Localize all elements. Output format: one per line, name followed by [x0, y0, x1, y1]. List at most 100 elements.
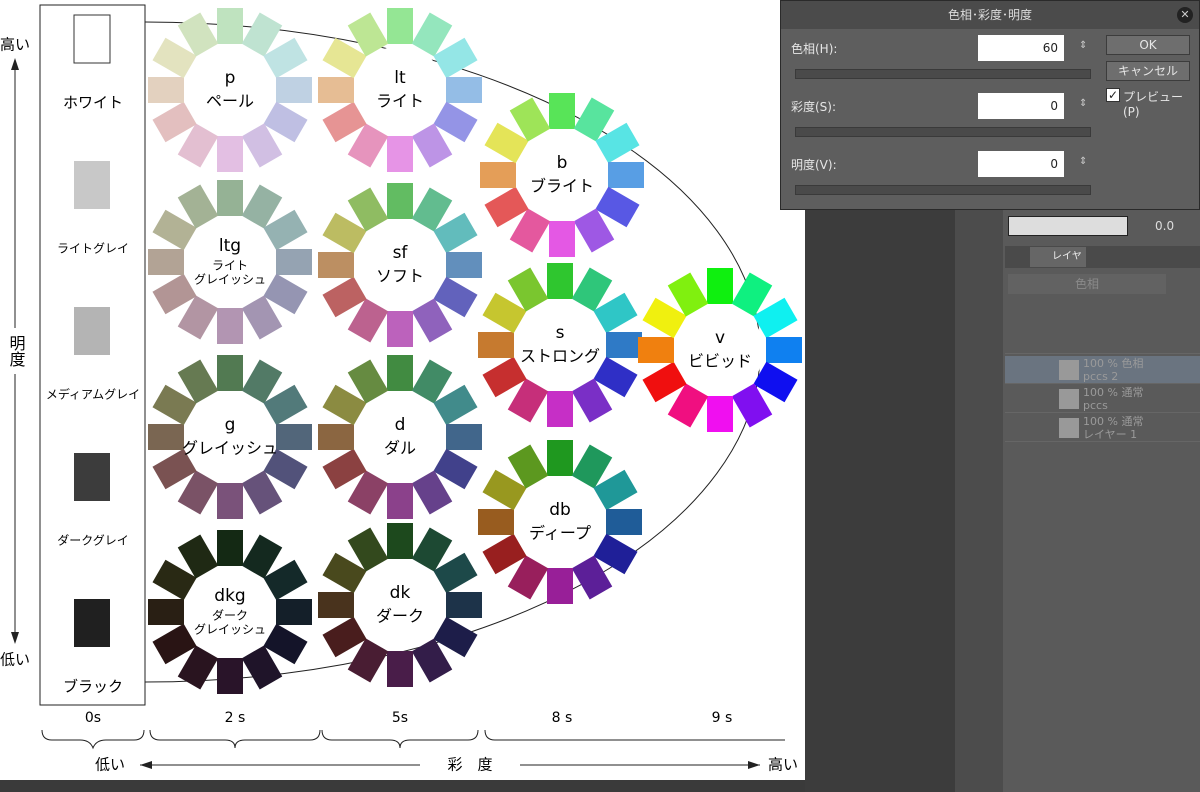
hue-swatch: [507, 378, 549, 423]
layer-mode: 100 % 通常: [1083, 415, 1144, 428]
hue-swatch: [707, 396, 733, 432]
hue-swatch: [217, 8, 243, 44]
tone-wheel: g グレイッシュ: [148, 355, 312, 519]
tone-name: グレイッシュ: [194, 273, 266, 287]
hue-swatch: [595, 186, 640, 228]
grey-label: ライトグレイ: [57, 242, 129, 256]
hue-swatch: [217, 483, 243, 519]
hue-swatch: [387, 183, 413, 219]
hue-swatch: [482, 356, 527, 398]
hue-swatch: [318, 77, 354, 103]
tone-name: ディープ: [529, 524, 591, 543]
spin[interactable]: ⇕: [1079, 156, 1088, 167]
tone-code: p: [225, 68, 236, 88]
close-button[interactable]: ✕: [1177, 7, 1193, 23]
hue-swatch: [433, 212, 478, 254]
hue-swatch: [478, 509, 514, 535]
hue-swatch: [322, 101, 367, 143]
hue-swatch: [322, 552, 367, 594]
tone-code: sf: [393, 243, 409, 263]
tone-name: ペール: [206, 92, 254, 111]
layer-tab[interactable]: レイヤー: [1030, 247, 1086, 282]
field-input[interactable]: 60: [978, 35, 1064, 61]
hue-swatch: [638, 337, 674, 363]
hue-swatch: [177, 12, 219, 57]
spin[interactable]: ⇕: [1079, 40, 1088, 51]
wheel-center: [516, 301, 604, 389]
field-slider[interactable]: [795, 185, 1091, 195]
hue-swatch: [606, 332, 642, 358]
cancel-button[interactable]: キャンセル: [1106, 61, 1190, 81]
layer-row[interactable]: 100 % 色相 pccs 2: [1005, 356, 1200, 384]
layer-mode: 100 % 通常: [1083, 386, 1144, 399]
lightness-label: 明度: [7, 335, 26, 367]
hue-swatch: [642, 361, 687, 403]
layer-tools: [1005, 298, 1200, 354]
hue-swatch: [571, 378, 613, 423]
grey-label: ブラック: [63, 678, 123, 696]
hue-swatch: [446, 77, 482, 103]
hue-swatch: [347, 359, 389, 404]
hue-swatch: [177, 359, 219, 404]
field-input[interactable]: 0: [978, 151, 1064, 177]
label-bg: [4, 328, 26, 374]
wheel-center: [356, 221, 444, 309]
hue-swatch: [241, 359, 283, 404]
column-label: 9 s: [712, 710, 733, 726]
grey-swatch: [73, 14, 111, 64]
hue-swatch: [263, 448, 308, 490]
layer-panel: [1003, 210, 1200, 792]
hue-swatch: [446, 592, 482, 618]
hue-swatch: [241, 295, 283, 340]
tone-name: ダーク: [376, 607, 424, 626]
layer-name: レイヤー 1: [1083, 428, 1138, 441]
hue-swatch: [387, 523, 413, 559]
hue-swatch: [241, 534, 283, 579]
tone-wheel: p ペール: [148, 8, 312, 172]
hue-swatch: [411, 527, 453, 572]
tone-name: ビビッド: [688, 352, 752, 371]
field-slider[interactable]: [795, 69, 1091, 79]
hue-swatch: [347, 187, 389, 232]
spin[interactable]: ⇕: [1079, 98, 1088, 109]
hue-swatch: [482, 533, 527, 575]
ok-button[interactable]: OK: [1106, 35, 1190, 55]
wheel-center: [356, 561, 444, 649]
hue-swatch: [177, 534, 219, 579]
field-input[interactable]: 0: [978, 93, 1064, 119]
field-slider[interactable]: [795, 127, 1091, 137]
grey-label: ホワイト: [63, 94, 123, 112]
grey-swatch: [74, 161, 110, 209]
preview-checkbox[interactable]: ✓: [1106, 88, 1120, 102]
layer-row[interactable]: 100 % 通常 pccs: [1005, 385, 1200, 413]
field-label: 色相(H):: [791, 42, 838, 56]
hue-swatch: [753, 297, 798, 339]
hue-swatch: [263, 559, 308, 601]
hue-swatch: [433, 276, 478, 318]
tone-name: ダーク: [212, 608, 248, 623]
layer-row[interactable]: 100 % 通常 レイヤー 1: [1005, 414, 1200, 442]
tone-code: g: [225, 415, 236, 435]
hue-swatch: [322, 448, 367, 490]
tone-name: ソフト: [376, 267, 424, 286]
blend-mode[interactable]: 色相: [1008, 274, 1166, 294]
hue-swatch: [433, 384, 478, 426]
sat-label: 彩 度: [447, 756, 492, 774]
canvas-edge: [0, 780, 805, 792]
curve-preview: [1008, 216, 1128, 236]
opacity-value: 0.0: [1155, 219, 1175, 233]
hue-swatch: [322, 384, 367, 426]
hue-swatch: [606, 509, 642, 535]
grey-label: メディアムグレイ: [46, 387, 140, 402]
tone-name: ダル: [384, 439, 416, 458]
hue-swatch: [318, 592, 354, 618]
hue-swatch: [177, 123, 219, 168]
layer-thumb: [1059, 360, 1079, 380]
tone-wheel: dk ダーク: [318, 523, 482, 687]
dialog-title: 色相･彩度･明度: [781, 1, 1199, 29]
hue-swatch: [731, 383, 773, 428]
hue-swatch: [387, 8, 413, 44]
hue-swatch: [347, 12, 389, 57]
hue-swatch: [347, 638, 389, 683]
